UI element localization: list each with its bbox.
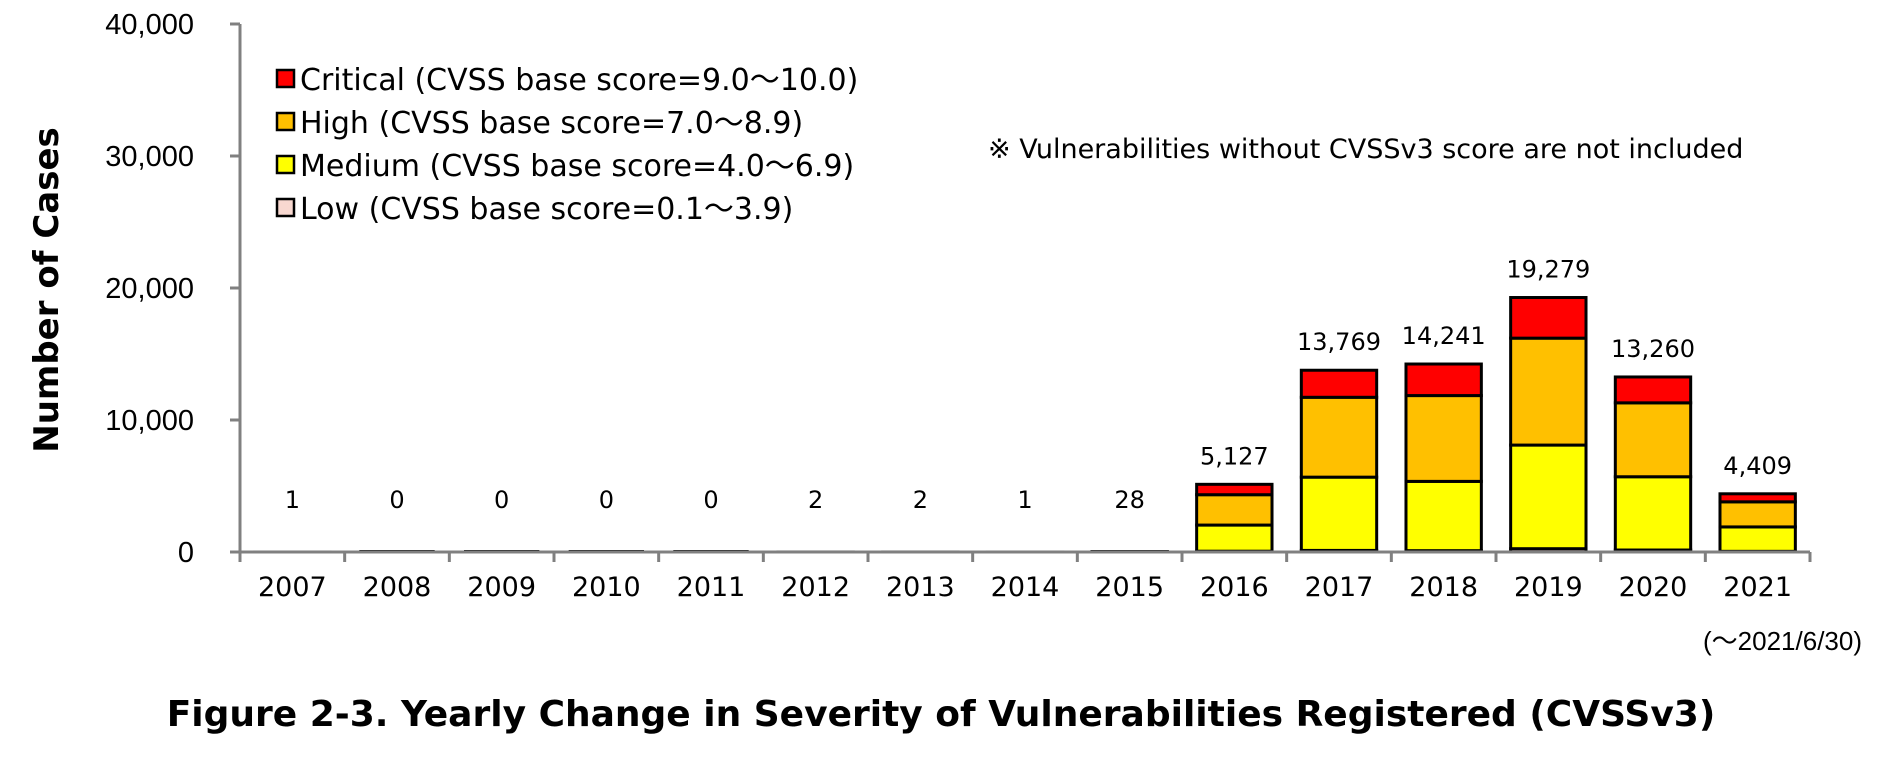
x-axis-labels: 2007 2008 2009 2010 2011 2012 2013 2014 2015 2016… [238,552,1812,603]
y-tick-label: 20,000 [105,273,194,305]
bar-segment [1509,443,1588,551]
legend-swatch [275,68,296,89]
total-label: 2 [913,486,928,514]
bar-segment [1718,500,1797,529]
bar-segment [1613,401,1693,479]
y-tick-label: 10,000 [105,405,194,437]
x-tick-label: 2008 [363,572,432,603]
total-label: 0 [599,486,614,514]
x-tick-label: 2015 [1095,572,1164,603]
legend-swatch [275,197,296,218]
bar-segment [1195,482,1274,497]
bar-segment [1613,375,1693,405]
total-label: 13,769 [1297,328,1381,356]
legend: Critical (CVSS base score=9.0～10.0) High … [275,63,858,227]
bar-segment [1299,475,1379,552]
total-label: 4,409 [1723,452,1792,480]
x-tick-label: 2012 [781,572,850,603]
x-tick-label: 2007 [258,572,327,603]
x-tick-label: 2018 [1409,572,1478,603]
y-axis-ticks: 0 10,000 20,000 30,000 40,000 [105,9,240,569]
total-label: 19,279 [1506,256,1590,284]
note-text: ※ Vulnerabilities without CVSSv3 score a… [988,134,1743,165]
x-tick-label: 2021 [1723,572,1792,603]
bar-segment [1404,362,1483,398]
total-label: 1 [285,486,300,514]
x-tick-label: 2009 [467,572,536,603]
y-tick-label: 30,000 [105,141,194,173]
total-label: 14,241 [1402,322,1486,350]
bar-segment [1613,475,1693,552]
total-label: 13,260 [1611,335,1695,363]
total-label: 2 [808,486,823,514]
x-tick-label: 2014 [991,572,1060,603]
x-tick-label: 2020 [1619,572,1688,603]
x-tick-label: 2016 [1200,572,1269,603]
legend-swatch [275,154,296,175]
x-tick-label: 2011 [677,572,746,603]
bar-segment [1718,525,1797,553]
bar-segment [1404,479,1483,553]
legend-swatch [275,111,296,132]
legend-label: Critical (CVSS base score=9.0～10.0) [300,63,858,98]
period-note: (～2021/6/30) [1703,626,1862,656]
bar-segment [1509,336,1588,447]
x-tick-label: 2013 [886,572,955,603]
y-tick-label: 0 [178,537,194,569]
legend-label: Low (CVSS base score=0.1～3.9) [300,192,793,227]
total-labels: 1 0 0 0 0 2 2 1 28 5,127 13,769 14,241 19,279 13,260 4… [285,256,1792,514]
legend-label: Medium (CVSS base score=4.0～6.9) [300,149,854,184]
x-tick-label: 2019 [1514,572,1583,603]
total-label: 0 [703,486,718,514]
x-tick-label: 2017 [1305,572,1374,603]
y-tick-label: 40,000 [105,9,194,41]
bar-segment [1404,394,1483,483]
total-label: 0 [494,486,509,514]
bar-segment [1299,368,1379,399]
bar-segment [1195,493,1274,527]
figure-caption: Figure 2-3. Yearly Change in Severity of… [166,694,1716,735]
total-label: 5,127 [1200,442,1269,470]
total-label: 0 [389,486,404,514]
y-axis-label: Number of Cases [27,127,67,453]
total-label: 1 [1017,486,1032,514]
bar-segment [1299,395,1379,479]
bar-segment [1718,492,1797,504]
x-tick-label: 2010 [572,572,641,603]
bar-segment [1509,296,1588,340]
legend-label: High (CVSS base score=7.0～8.9) [300,106,803,141]
bar-segment [1195,523,1274,553]
total-label: 28 [1114,486,1145,514]
